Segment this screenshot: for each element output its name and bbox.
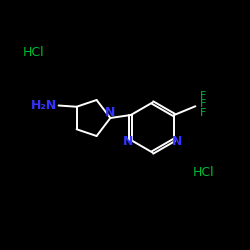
Text: N: N: [105, 106, 115, 119]
Text: HCl: HCl: [22, 46, 44, 59]
Text: H₂N: H₂N: [30, 99, 56, 112]
Text: F: F: [200, 99, 206, 109]
Text: HCl: HCl: [192, 166, 214, 179]
Text: F: F: [200, 91, 206, 101]
Text: N: N: [172, 135, 182, 148]
Text: F: F: [200, 108, 206, 118]
Text: N: N: [123, 135, 133, 148]
